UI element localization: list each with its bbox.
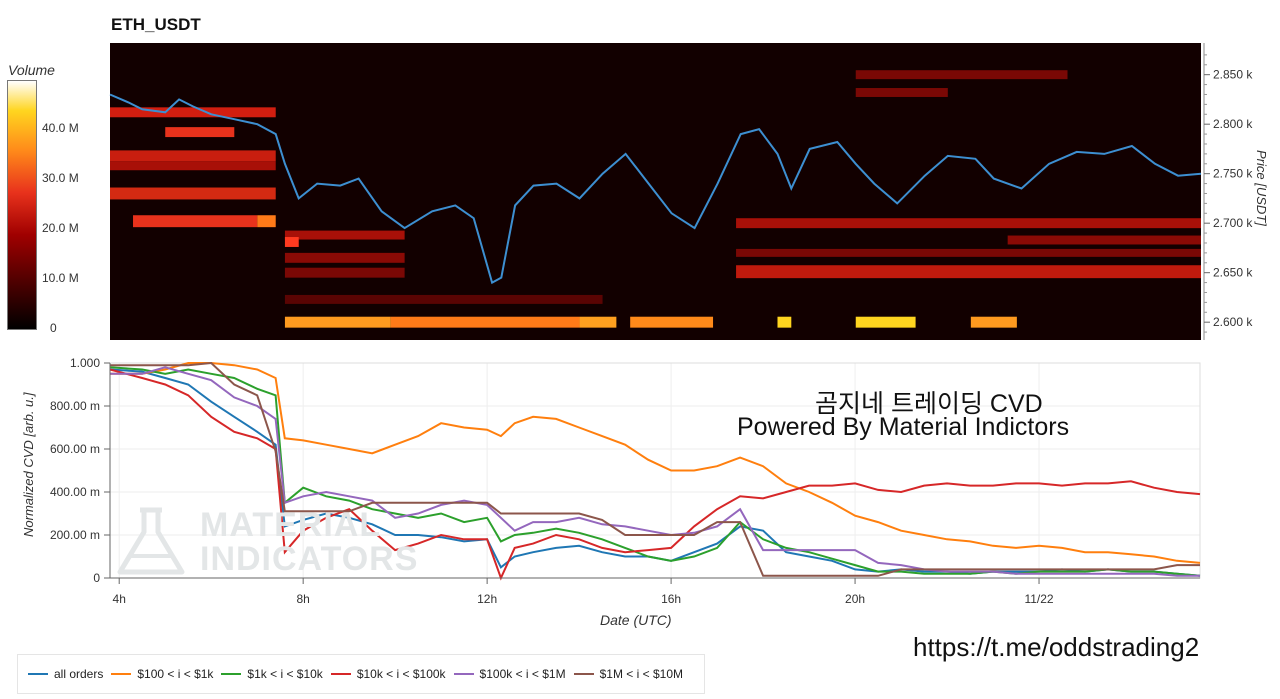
heatmap-band	[855, 70, 1068, 80]
price-tick-label: 2.800 k	[1213, 117, 1253, 131]
y-tick-label: 400.00 m	[50, 485, 100, 499]
legend-label: $10k < i < $100k	[356, 667, 446, 681]
cvd-chart: 1.000 800.00 m 600.00 m 400.00 m 200.00 m 0 4h…	[50, 356, 1201, 606]
price-tick-label: 2.600 k	[1213, 315, 1253, 329]
colorbar-tick: 30.0 M	[42, 171, 79, 185]
y-tick-label: 0	[93, 571, 100, 585]
price-line	[109, 93, 1202, 285]
x-tick-label: 11/22	[1024, 592, 1053, 606]
y-tick-label: 1.000	[70, 356, 100, 370]
heatmap-band	[133, 215, 258, 228]
overlay-title: 곰지네 트레이딩 CVD	[815, 390, 1043, 418]
watermark-line1: MATERIAL	[200, 506, 382, 544]
x-tick-label: 12h	[477, 592, 497, 606]
x-axis-label: Date (UTC)	[600, 612, 672, 628]
x-tick-label: 20h	[845, 592, 865, 606]
colorbar-tick: 20.0 M	[42, 221, 79, 235]
heatmap-band	[777, 316, 792, 328]
heatmap-band	[284, 294, 603, 304]
colorbar-title: Volume	[8, 62, 55, 78]
colorbar-tick: 0	[50, 321, 57, 335]
heatmap-band	[736, 218, 1201, 229]
colorbar	[7, 80, 37, 330]
chart-title: ETH_USDT	[111, 15, 201, 34]
legend-label: $100 < i < $1k	[137, 667, 214, 681]
cvd-y-axis-label: Normalized CVD [arb. u.]	[21, 392, 36, 537]
telegram-link[interactable]: https://t.me/oddstrading2	[913, 632, 1200, 662]
legend-item[interactable]: $1M < i < $10M	[573, 667, 683, 681]
heatmap-band	[390, 316, 580, 328]
heatmap-band	[110, 187, 276, 200]
heatmap-band	[630, 316, 714, 328]
price-tick-label: 2.650 k	[1213, 266, 1253, 280]
series-line-0	[109, 368, 1201, 577]
legend-swatch	[573, 673, 594, 675]
legend-swatch	[28, 673, 48, 675]
series-line-1	[110, 362, 1201, 564]
watermark-line2: INDICATORS	[200, 540, 419, 578]
heatmap-band	[165, 127, 235, 138]
heatmap-band	[1007, 235, 1201, 245]
heatmap-band	[284, 267, 405, 278]
flask-logo-icon	[117, 507, 185, 575]
legend-label: $1k < i < $10k	[247, 667, 323, 681]
heatmap-band	[284, 316, 391, 328]
heatmap-band	[736, 248, 1201, 257]
series-line-3	[109, 368, 1201, 581]
heatmap-band	[284, 237, 299, 247]
series-line-4	[110, 366, 1200, 577]
heatmap-chart: 2.850 k 2.800 k 2.750 k 2.700 k 2.650 k 2.600…	[109, 43, 1253, 340]
legend-item[interactable]: all orders	[28, 667, 103, 681]
x-tick-label: 8h	[296, 592, 309, 606]
x-tick-label: 4h	[113, 592, 126, 606]
colorbar-tick: 40.0 M	[42, 121, 79, 135]
colorbar-tick: 10.0 M	[42, 271, 79, 285]
heatmap-band	[855, 316, 916, 328]
price-tick-label: 2.850 k	[1213, 68, 1253, 82]
price-tick-label: 2.700 k	[1213, 216, 1253, 230]
legend-label: $100k < i < $1M	[479, 667, 566, 681]
legend-label: $1M < i < $10M	[599, 667, 683, 681]
price-axis-label: Price [USDT]	[1254, 150, 1269, 226]
heatmap-band	[736, 265, 1201, 279]
heatmap-band	[110, 150, 276, 162]
heatmap-band	[110, 107, 276, 118]
heatmap-band	[257, 215, 276, 228]
series-line-5	[110, 361, 1200, 577]
heatmap-band	[855, 88, 948, 97]
legend-item[interactable]: $100 < i < $1k	[111, 667, 213, 681]
heatmap-band	[579, 316, 617, 328]
legend-swatch	[330, 673, 351, 675]
legend-swatch	[221, 673, 242, 675]
legend-label: all orders	[54, 667, 104, 681]
heatmap-band	[284, 252, 405, 263]
legend-item[interactable]: $10k < i < $100k	[330, 667, 446, 681]
overlay-subtitle: Powered By Material Indictors	[737, 413, 1070, 441]
y-tick-label: 600.00 m	[50, 442, 100, 456]
legend-swatch	[111, 673, 132, 675]
heatmap-band	[970, 316, 1017, 328]
legend-swatch	[453, 673, 474, 675]
legend: all orders $100 < i < $1k $1k < i < $10k $1…	[17, 654, 705, 694]
y-tick-label: 800.00 m	[50, 399, 100, 413]
price-tick-label: 2.750 k	[1213, 167, 1253, 181]
heatmap-band	[110, 161, 276, 171]
legend-item[interactable]: $100k < i < $1M	[453, 667, 566, 681]
heatmap-band	[284, 230, 405, 240]
x-tick-label: 16h	[661, 592, 681, 606]
y-tick-label: 200.00 m	[50, 528, 100, 542]
legend-item[interactable]: $1k < i < $10k	[221, 667, 323, 681]
